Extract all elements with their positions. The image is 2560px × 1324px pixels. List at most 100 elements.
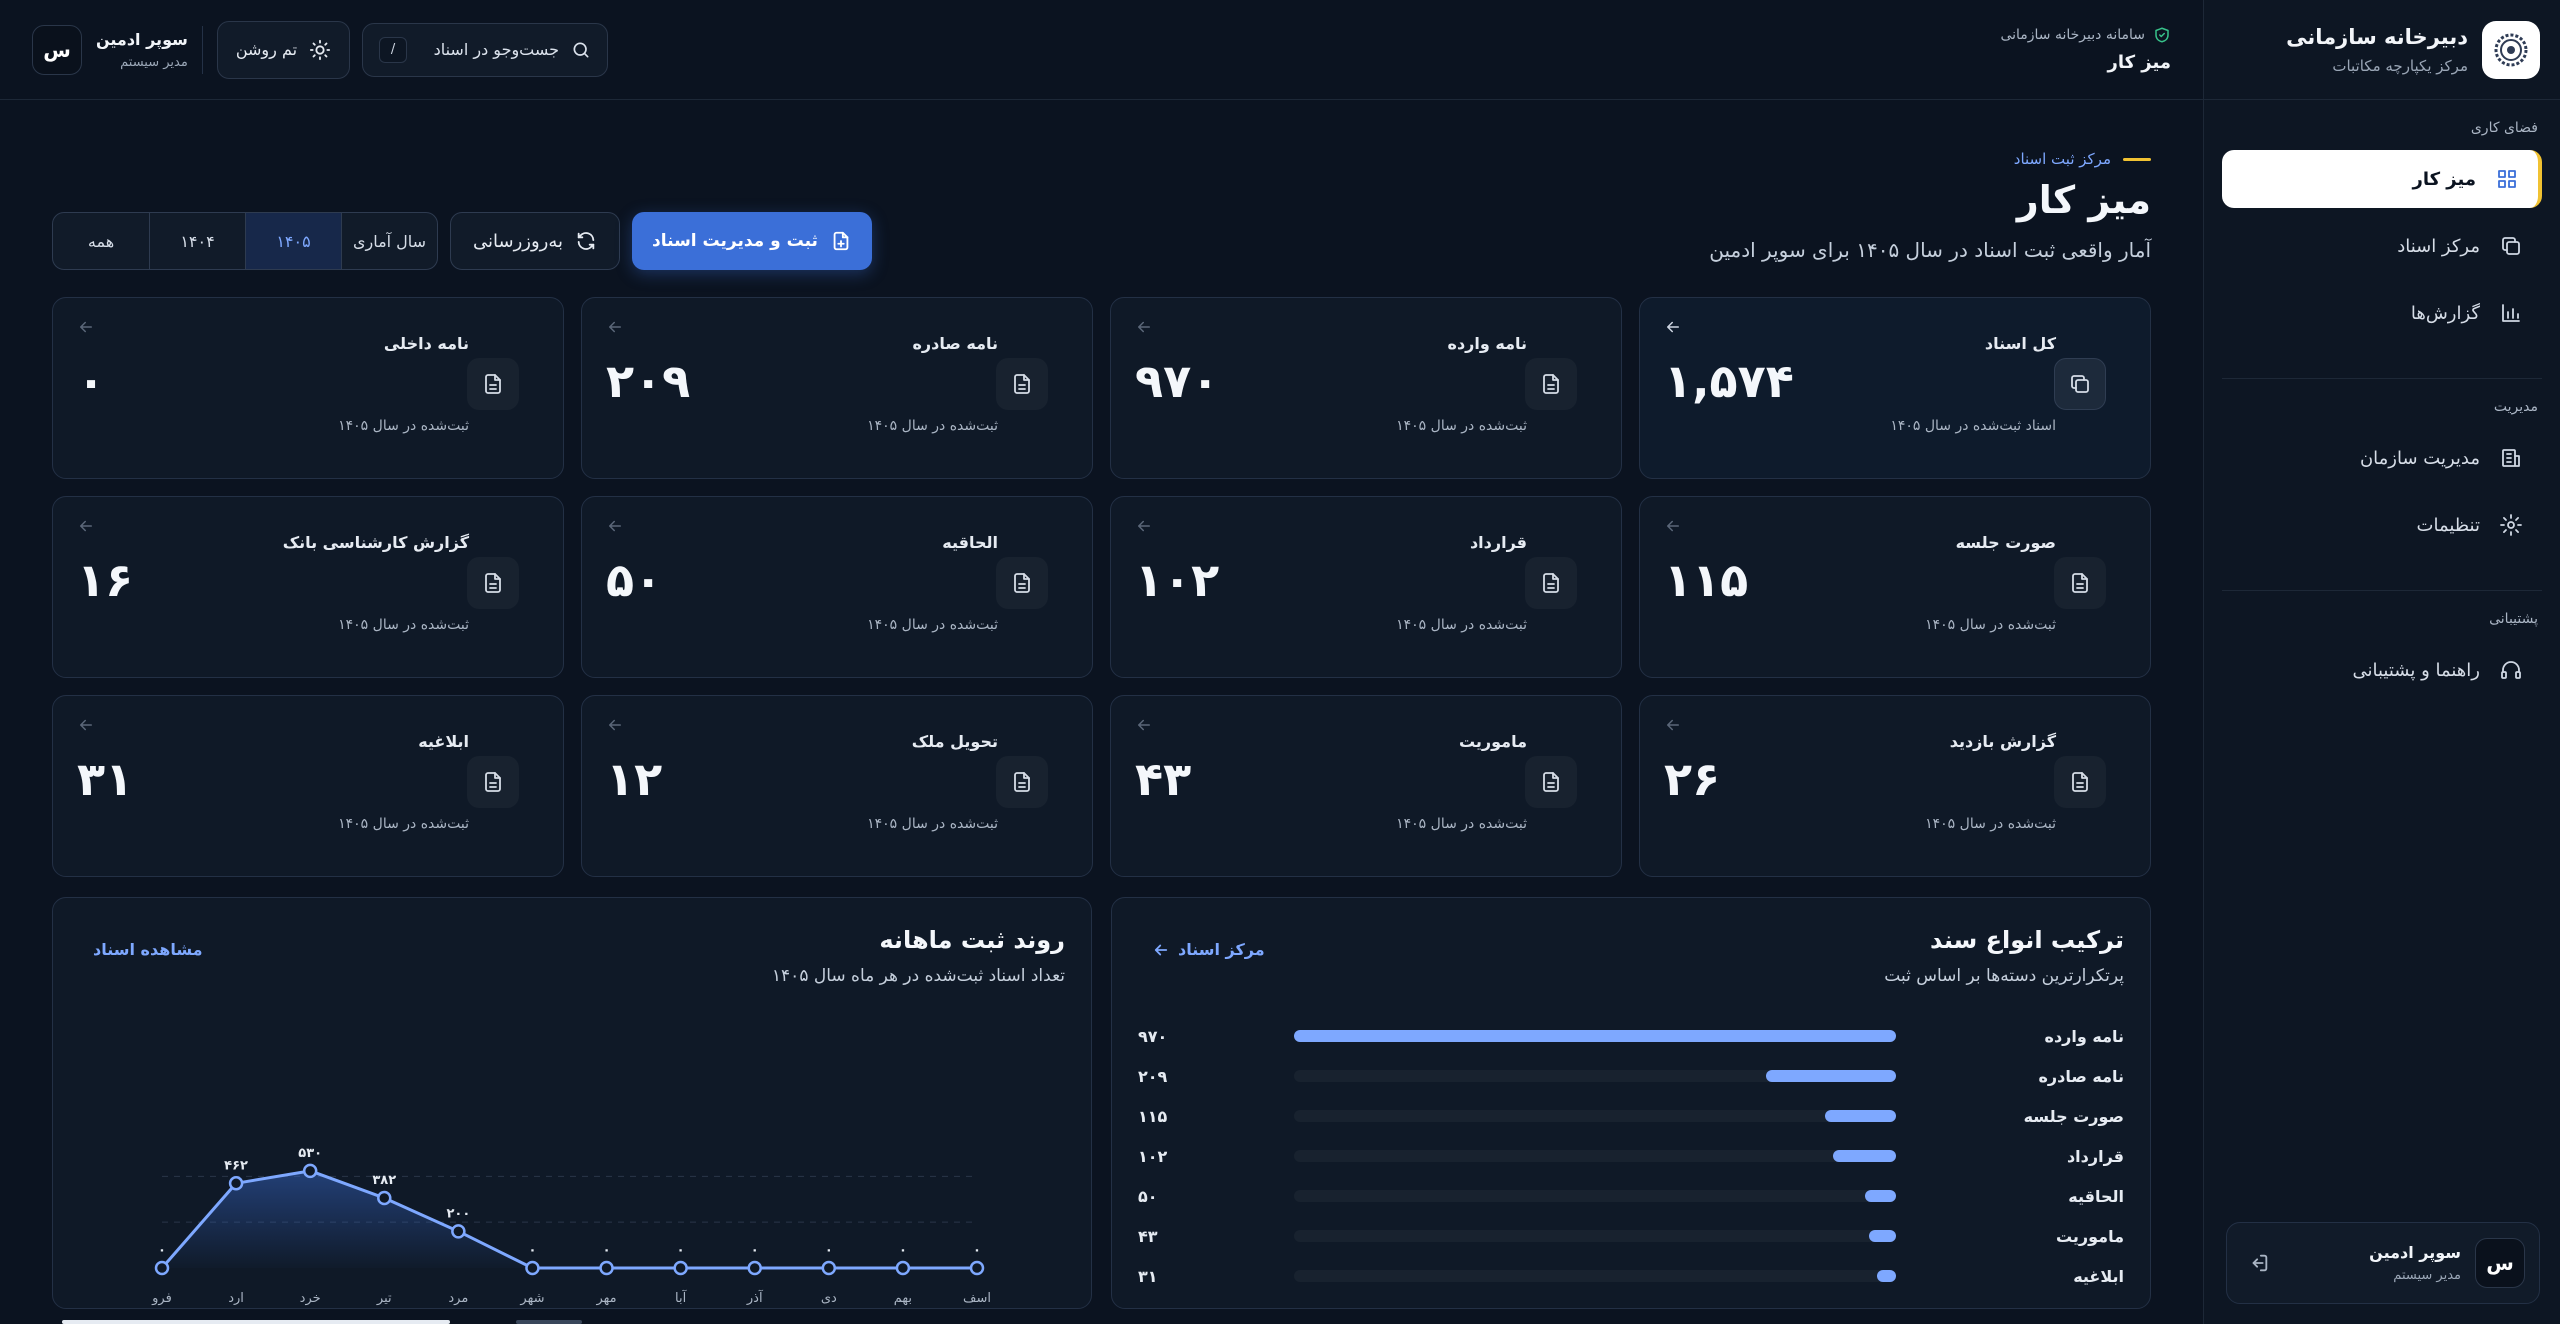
stat-caption: ثبت‌شده در سال ۱۴۰۵ bbox=[867, 617, 998, 633]
trend-point bbox=[525, 1260, 540, 1276]
stat-caption: ثبت‌شده در سال ۱۴۰۵ bbox=[338, 617, 469, 633]
headset-icon bbox=[2498, 657, 2524, 683]
page-subtitle: آمار واقعی ثبت اسناد در سال ۱۴۰۵ برای سو… bbox=[1709, 238, 2151, 262]
trend-value-label: ۰ bbox=[899, 1243, 907, 1258]
stat-label: صورت جلسه bbox=[1955, 533, 2056, 552]
stat-card[interactable]: تحویل ملک ۱۲ ثبت‌شده در سال ۱۴۰۵ bbox=[581, 695, 1093, 877]
avatar: س bbox=[2475, 1238, 2525, 1288]
topbar-user[interactable]: سوپر ادمین مدیر سیستم س bbox=[32, 24, 188, 75]
sidebar-item[interactable]: میز کار bbox=[2222, 150, 2542, 208]
trend-value-label: ۰ bbox=[528, 1243, 536, 1258]
page-title: میز کار bbox=[2016, 178, 2151, 222]
refresh-button[interactable]: به‌روزرسانی bbox=[450, 212, 621, 270]
stat-card[interactable]: الحاقیه ۵۰ ثبت‌شده در سال ۱۴۰۵ bbox=[581, 496, 1093, 678]
stat-caption: ثبت‌شده در سال ۱۴۰۵ bbox=[1925, 816, 2056, 832]
sidebar-item-label: مدیریت سازمان bbox=[2359, 447, 2480, 469]
stat-card[interactable]: قرارداد ۱۰۲ ثبت‌شده در سال ۱۴۰۵ bbox=[1110, 496, 1622, 678]
refresh-icon bbox=[575, 230, 597, 252]
horizontal-scrollbar[interactable] bbox=[62, 1320, 450, 1324]
brand-logo bbox=[2482, 20, 2540, 79]
theme-toggle-button[interactable]: تم روشن bbox=[216, 20, 351, 79]
grid-icon bbox=[2494, 166, 2520, 192]
trend-point bbox=[895, 1260, 911, 1276]
register-documents-button[interactable]: ثبت و مدیریت اسناد bbox=[632, 212, 872, 270]
composition-track bbox=[1294, 1030, 1896, 1042]
document-icon bbox=[1525, 358, 1577, 410]
stat-card[interactable]: نامه صادره ۲۰۹ ثبت‌شده در سال ۱۴۰۵ bbox=[581, 297, 1093, 479]
composition-label: نامه وارده bbox=[2044, 1026, 2125, 1046]
nav-section-heading: فضای کاری bbox=[2470, 120, 2538, 136]
document-icon bbox=[996, 557, 1048, 609]
composition-bar bbox=[1876, 1270, 1896, 1282]
trend-value-label: ۰ bbox=[603, 1243, 611, 1258]
composition-track bbox=[1294, 1150, 1896, 1162]
sidebar-user-card: س سوپر ادمین مدیر سیستم bbox=[2226, 1222, 2540, 1304]
logout-icon[interactable] bbox=[2241, 1245, 2277, 1281]
trend-line bbox=[160, 1169, 977, 1270]
shield-check-icon bbox=[2153, 26, 2171, 44]
sidebar-item-label: گزارش‌ها bbox=[2410, 302, 2480, 324]
stat-card[interactable]: کل اسناد ۱,۵۷۴ اسناد ثبت‌شده در سال ۱۴۰۵ bbox=[1639, 297, 2151, 479]
composition-label: صورت جلسه bbox=[2023, 1106, 2124, 1126]
file-plus-icon bbox=[830, 230, 852, 252]
main-content: مرکز ثبت اسناد میز کار آمار واقعی ثبت اس… bbox=[0, 100, 2203, 1324]
copy-icon bbox=[2054, 358, 2106, 410]
composition-value: ۳۱ bbox=[1138, 1266, 1158, 1286]
year-filter-option[interactable]: همه bbox=[87, 231, 115, 251]
document-icon bbox=[467, 557, 519, 609]
trend-subtitle: تعداد اسناد ثبت‌شده در هر ماه سال ۱۴۰۵ bbox=[771, 966, 1065, 986]
stat-label: ماموریت bbox=[1458, 732, 1527, 751]
trend-point bbox=[747, 1260, 762, 1276]
view-documents-link[interactable]: مشاهده اسناد bbox=[93, 940, 203, 959]
document-icon bbox=[1525, 756, 1577, 808]
sidebar-item[interactable]: تنظیمات bbox=[2222, 496, 2542, 554]
stat-card[interactable]: ابلاغیه ۳۱ ثبت‌شده در سال ۱۴۰۵ bbox=[52, 695, 564, 877]
composition-label: ماموریت bbox=[2055, 1226, 2124, 1246]
documents-center-link[interactable]: مرکز اسناد bbox=[1152, 940, 1265, 959]
composition-label: ابلاغیه bbox=[2073, 1266, 2124, 1286]
year-filter-option[interactable]: ۱۴۰۴ bbox=[149, 213, 245, 269]
stat-card[interactable]: گزارش کارشناسی بانک ۱۶ ثبت‌شده در سال ۱۴۰۵ bbox=[52, 496, 564, 678]
composition-bar bbox=[1824, 1110, 1896, 1122]
nav-section: مدیریت مدیریت سازمان تنظیمات bbox=[2204, 379, 2560, 591]
stat-card[interactable]: گزارش بازدید ۲۶ ثبت‌شده در سال ۱۴۰۵ bbox=[1639, 695, 2151, 877]
stat-label: ابلاغیه bbox=[418, 732, 469, 751]
composition-bar bbox=[1864, 1190, 1896, 1202]
stat-card[interactable]: نامه داخلی ۰ ثبت‌شده در سال ۱۴۰۵ bbox=[52, 297, 564, 479]
composition-row: قرارداد ۱۰۲ bbox=[1138, 1136, 2124, 1176]
stat-value: ۹۷۰ bbox=[1135, 354, 1220, 408]
stat-card[interactable]: صورت جلسه ۱۱۵ ثبت‌شده در سال ۱۴۰۵ bbox=[1639, 496, 2151, 678]
year-filter-option[interactable]: ۱۴۰۵ bbox=[245, 213, 341, 269]
stat-card[interactable]: نامه وارده ۹۷۰ ثبت‌شده در سال ۱۴۰۵ bbox=[1110, 297, 1622, 479]
topbar-user-name: سوپر ادمین bbox=[96, 29, 188, 49]
composition-row: الحاقیه ۵۰ bbox=[1138, 1176, 2124, 1216]
sidebar-item[interactable]: راهنما و پشتیبانی bbox=[2222, 641, 2542, 699]
refresh-label: به‌روزرسانی bbox=[473, 230, 564, 252]
composition-value: ۴۳ bbox=[1138, 1226, 1158, 1246]
sidebar-item[interactable]: مدیریت سازمان bbox=[2222, 429, 2542, 487]
stat-caption: اسناد ثبت‌شده در سال ۱۴۰۵ bbox=[1890, 418, 2056, 434]
sidebar-item[interactable]: مرکز اسناد bbox=[2222, 217, 2542, 275]
stats-grid: کل اسناد ۱,۵۷۴ اسناد ثبت‌شده در سال ۱۴۰۵ نا… bbox=[52, 297, 2151, 877]
topbar: سامانه دبیرخانه سازمانی میز کار جست‌وجو … bbox=[0, 0, 2203, 100]
arrow-left-icon bbox=[1152, 941, 1170, 959]
search-input[interactable]: جست‌وجو در اسناد / bbox=[362, 22, 609, 77]
theme-label: تم روشن bbox=[235, 40, 298, 59]
user-role: مدیر سیستم bbox=[2393, 1268, 2461, 1283]
stat-card[interactable]: ماموریت ۴۳ ثبت‌شده در سال ۱۴۰۵ bbox=[1110, 695, 1622, 877]
document-icon bbox=[996, 756, 1048, 808]
arrow-left-icon bbox=[606, 716, 624, 734]
trend-point bbox=[451, 1224, 466, 1239]
stat-caption: ثبت‌شده در سال ۱۴۰۵ bbox=[1396, 816, 1527, 832]
nav-section: فضای کاری میز کار مرکز اسناد گزارش‌ها bbox=[2204, 100, 2560, 379]
trend-tick-label: آذر bbox=[746, 1289, 764, 1306]
sidebar-item[interactable]: گزارش‌ها bbox=[2222, 284, 2542, 342]
gear-icon bbox=[2498, 512, 2524, 538]
nav-section: پشتیبانی راهنما و پشتیبانی bbox=[2204, 591, 2560, 699]
composition-value: ۹۷۰ bbox=[1138, 1026, 1168, 1046]
sidebar-item-label: میز کار bbox=[2412, 168, 2476, 190]
trend-point bbox=[969, 1260, 985, 1276]
trend-tick-label: خرد bbox=[300, 1291, 321, 1306]
stat-label: قرارداد bbox=[1469, 533, 1527, 552]
search-icon bbox=[571, 40, 591, 60]
